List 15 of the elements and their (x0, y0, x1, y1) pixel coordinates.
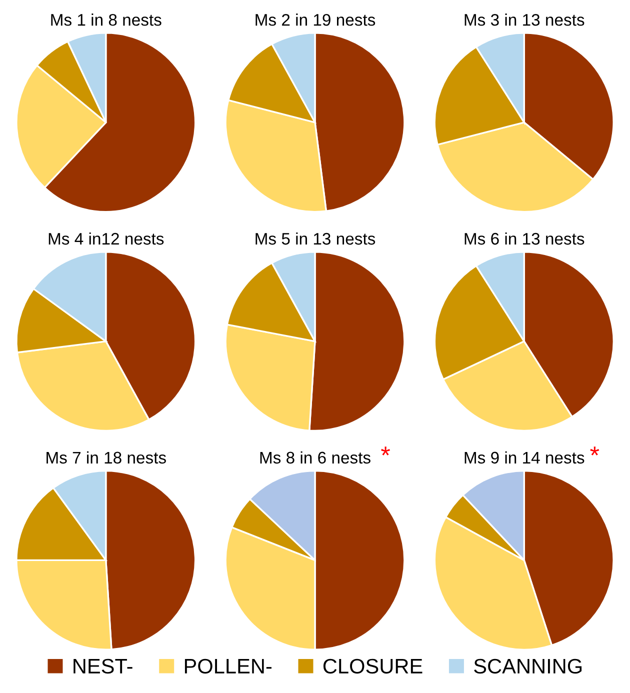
chart-title: Ms 9 in 14 nests (464, 451, 584, 464)
text: * (590, 446, 600, 456)
chart-title: Ms 5 in 13 nests (256, 232, 376, 245)
text: * (381, 446, 390, 456)
chart-title: Ms 6 in 13 nests (464, 232, 584, 245)
legend-label: SCANNING (474, 658, 582, 674)
chart-title: Ms 4 in12 nests (48, 232, 164, 245)
legend-label: NEST- (74, 658, 132, 674)
chart-title: Ms 3 in 13 nests (464, 14, 584, 26)
chart-title: Ms 8 in 6 nests (260, 451, 370, 464)
chart-title: Ms 2 in 19 nests (256, 14, 376, 26)
legend-label: CLOSURE (323, 658, 422, 674)
chart-title: Ms 7 in 18 nests (46, 451, 166, 464)
legend-label: POLLEN- (184, 658, 272, 674)
chart-title: Ms 1 in 8 nests (51, 14, 162, 26)
